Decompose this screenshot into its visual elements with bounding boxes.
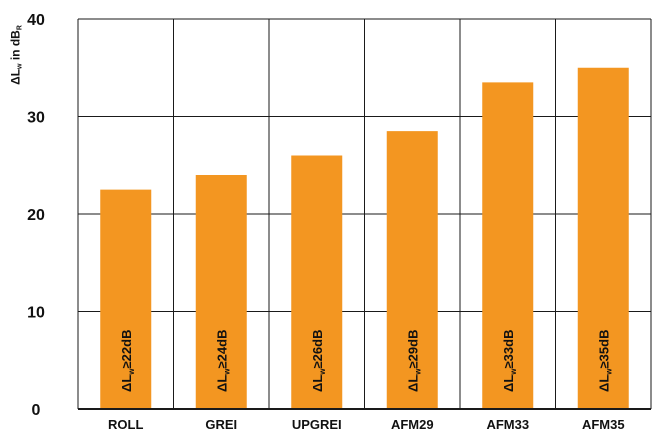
bar-afm29 [386,131,438,409]
bar-grei [195,175,247,409]
bar-label-roll: ΔLw≥22dB [119,330,136,392]
bar-label-value: ≥24dB [214,330,229,369]
bar-label-prefix: ΔL [596,375,611,392]
bar-label-value: ≥22dB [119,330,134,369]
bar-roll [100,189,152,409]
bar-afm33 [482,82,534,409]
x-tick-label-afm35: AFM35 [582,417,625,432]
bar-label-prefix: ΔL [214,375,229,392]
bar-label-afm33: ΔLw≥33dB [501,330,518,392]
bar-label-prefix: ΔL [310,375,325,392]
y-tick-label-40: 40 [27,12,45,29]
y-tick-label-30: 30 [27,110,45,127]
bar-label-value: ≥29dB [405,330,420,369]
x-tick-label-upgrei: UPGREI [292,417,342,432]
bar-label-sub: w [413,368,422,376]
bar-label-grei: ΔLw≥24dB [214,330,231,392]
bar-label-prefix: ΔL [405,375,420,392]
y-tick-label-20: 20 [27,207,45,224]
bar-label-sub: w [604,368,613,376]
x-tick-label-grei: GREI [205,417,237,432]
bar-label-value: ≥33dB [501,330,516,369]
bar-label-sub: w [509,368,518,376]
bar-label-prefix: ΔL [501,375,516,392]
y-tick-label-10: 10 [27,305,45,322]
bar-label-prefix: ΔL [119,375,134,392]
bar-label-value: ≥26dB [310,330,325,369]
bar-label-afm35: ΔLw≥35dB [596,330,613,392]
bar-label-value: ≥35dB [596,330,611,369]
bar-afm35 [577,67,629,409]
x-tick-label-afm29: AFM29 [391,417,434,432]
bar-upgrei [291,155,343,409]
bar-label-sub: w [127,368,136,376]
x-tick-label-roll: ROLL [108,417,143,432]
x-tick-label-afm33: AFM33 [486,417,529,432]
bar-label-upgrei: ΔLw≥26dB [310,330,327,392]
bar-label-sub: w [222,368,231,376]
bar-label-afm29: ΔLw≥29dB [405,330,422,392]
bar-label-sub: w [318,368,327,376]
y-tick-label-0: 0 [32,402,41,419]
